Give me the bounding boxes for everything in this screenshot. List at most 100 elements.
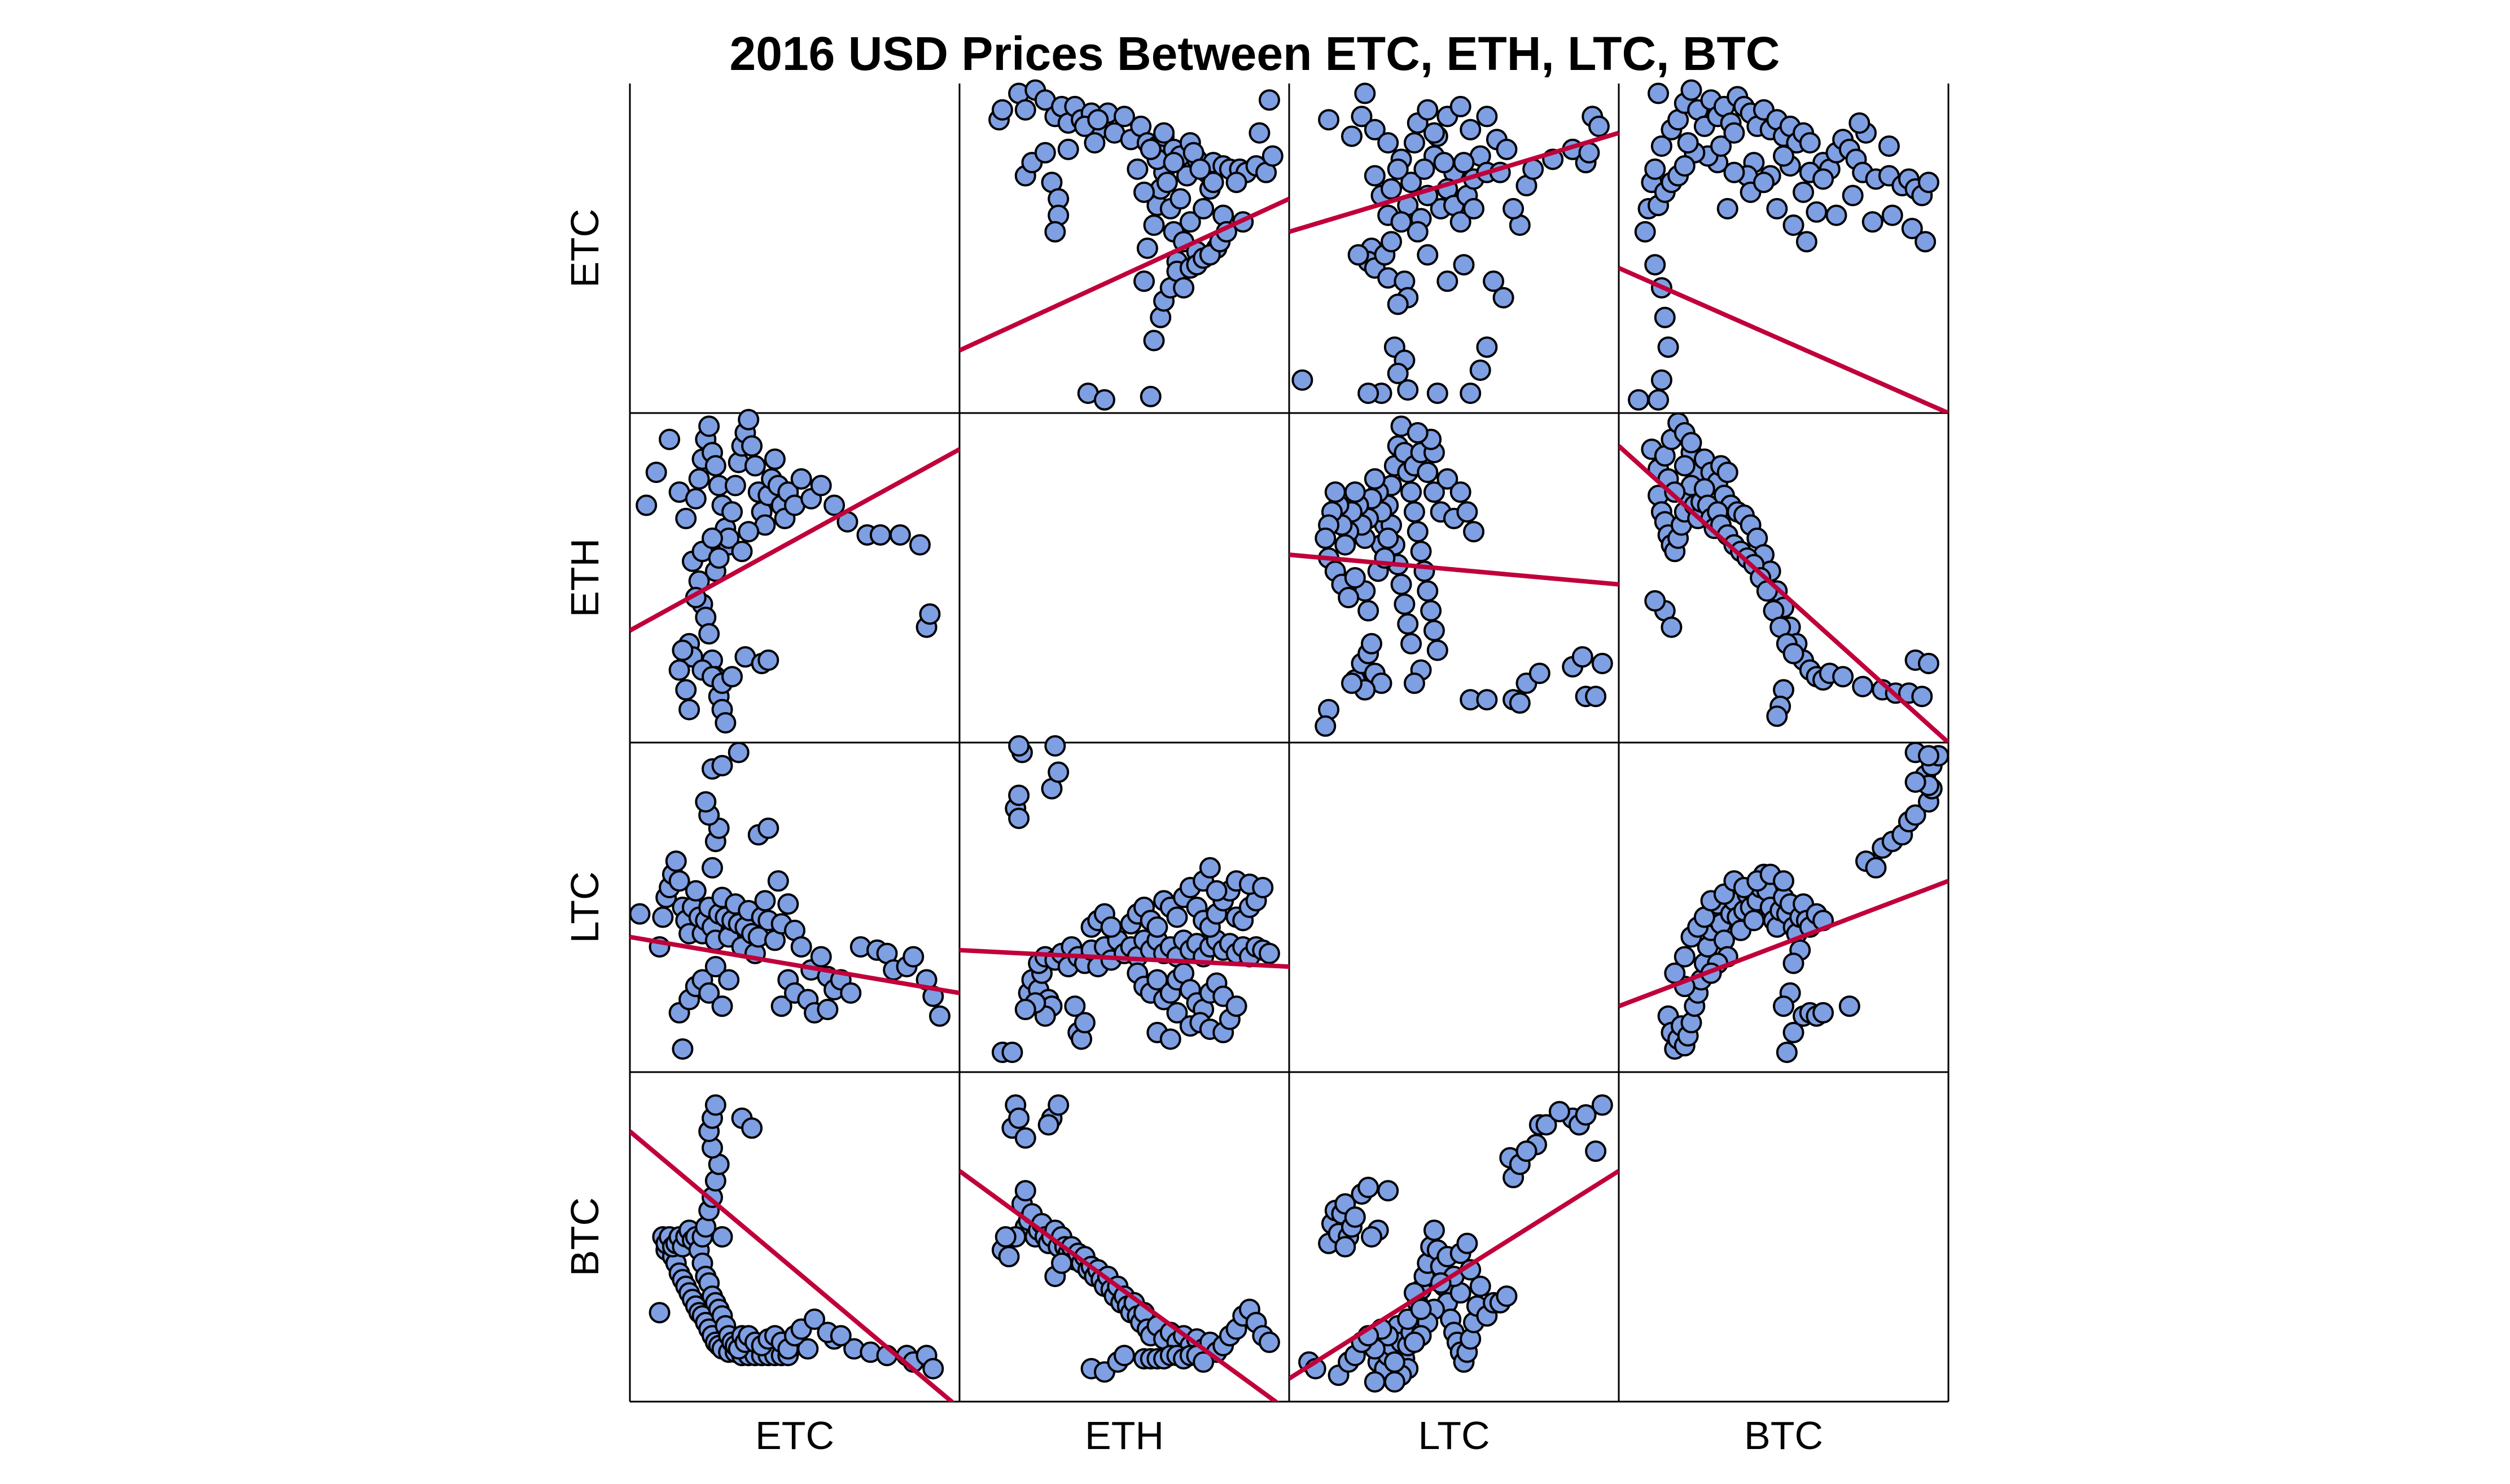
panel-etc-btc-point: [1782, 214, 1804, 236]
panel-eth-etc-point: [764, 448, 786, 470]
panel-ltc-eth-point: [1252, 876, 1274, 898]
panel-btc-ltc-point: [1423, 1219, 1445, 1241]
panel-ltc-eth-point: [1048, 761, 1070, 783]
panel-etc-ltc-point: [1449, 95, 1471, 117]
panel-eth-ltc-point: [1390, 573, 1412, 595]
panel-etc-btc-point: [1901, 217, 1923, 239]
panel-etc-eth-point: [1258, 89, 1280, 111]
panel-btc-ltc-point: [1456, 1232, 1478, 1254]
panel-eth-ltc-point: [1338, 587, 1360, 609]
panel-ltc-eth-point: [1206, 880, 1228, 902]
panel-etc-btc-point: [1650, 369, 1672, 391]
panel-eth-btc-point: [1674, 455, 1696, 477]
panel-eth-ltc-point: [1476, 689, 1498, 711]
panel-eth-etc-point: [688, 468, 710, 490]
panel-etc-btc-point: [1795, 231, 1817, 253]
panel-etc-ltc-fit-line: [1289, 130, 1619, 234]
panel-ltc-etc-point: [704, 956, 726, 978]
panel-ltc-btc-point: [1776, 1041, 1798, 1063]
panel-eth-btc-point: [1661, 616, 1683, 638]
panel-eth-etc-fit-line: [630, 447, 960, 633]
panel-etc-btc-point: [1842, 185, 1864, 207]
panel-btc-ltc-point: [1334, 1236, 1356, 1258]
panel-eth-etc-point: [636, 494, 658, 516]
panel-btc-eth-point: [1114, 1345, 1135, 1367]
panel-etc-ltc-point: [1354, 82, 1376, 104]
panel-eth-ltc-point: [1436, 468, 1458, 490]
panel-eth-ltc-point: [1423, 481, 1445, 503]
panel-eth-btc-point: [1644, 590, 1666, 612]
panel-ltc-etc-point: [903, 946, 925, 968]
panel-eth-ltc-point: [1585, 686, 1607, 708]
panel-eth-etc-point: [698, 415, 720, 437]
panel-eth-etc-point: [738, 409, 760, 431]
panel-ltc-btc-point: [1674, 946, 1696, 968]
panel-eth-btc-point: [1782, 643, 1804, 665]
panel-etc-ltc-point: [1449, 211, 1471, 233]
panel-etc-eth-point: [991, 99, 1013, 121]
panel-ltc-etc-point: [672, 1038, 694, 1060]
panel-etc-btc-point: [1848, 112, 1871, 134]
panel-eth-ltc-point: [1344, 567, 1366, 589]
panel-ltc-btc-point: [1904, 771, 1926, 793]
panel-eth-ltc-point: [1456, 501, 1478, 523]
panel-btc-ltc-point: [1383, 1371, 1405, 1393]
panel-ltc-etc-point: [728, 741, 750, 763]
panel-ltc-eth-point: [1166, 906, 1188, 928]
panel-ltc-etc-point: [652, 906, 674, 928]
panel-etc-ltc-point: [1357, 382, 1379, 404]
panel-eth-ltc-point: [1449, 481, 1471, 503]
panel-etc-ltc-point: [1460, 382, 1482, 404]
panel-eth-etc-point: [678, 699, 700, 721]
panel-eth-btc-point: [1852, 675, 1874, 697]
panel-eth-etc-point: [698, 623, 720, 645]
panel-etc-ltc-point: [1387, 362, 1409, 384]
panel-etc-ltc-point: [1469, 359, 1491, 381]
panel-ltc-etc-point: [685, 880, 707, 902]
panel-eth-ltc-point: [1407, 521, 1429, 543]
panel-etc-ltc-point: [1364, 118, 1386, 141]
y-label-ltc: LTC: [563, 871, 607, 943]
panel-ltc-etc-point: [668, 870, 690, 892]
panel-eth-ltc-point: [1397, 613, 1419, 635]
panel-etc-ltc-point: [1291, 369, 1313, 391]
panel-ltc-btc-point: [1773, 995, 1794, 1017]
panel-ltc-etc-point: [790, 936, 812, 958]
panel-btc-etc-point: [711, 1226, 733, 1248]
panel-btc-eth-point: [998, 1246, 1020, 1268]
panel-eth-etc-point: [889, 524, 911, 546]
panel-etc-ltc-point: [1496, 138, 1518, 160]
panel-ltc-eth-point: [1199, 857, 1221, 879]
panel-etc-btc-point: [1674, 155, 1696, 177]
panel-btc-eth-point: [1014, 1180, 1036, 1202]
panel-eth-etc-point: [869, 524, 891, 546]
panel-ltc-btc-point: [1773, 870, 1794, 892]
panel-ltc-etc-point: [695, 791, 717, 813]
panel-eth-btc-point: [1766, 705, 1788, 727]
panels: [629, 79, 1950, 1402]
panel-etc-ltc-point: [1426, 382, 1448, 404]
panel-btc-ltc: [1289, 1094, 1619, 1393]
panel-etc-eth-point: [1133, 181, 1155, 203]
panel-etc-eth-point: [1014, 99, 1036, 121]
panel-ltc-etc-point: [754, 890, 776, 912]
panel-etc-btc-point: [1812, 168, 1834, 190]
panel-etc-eth-point: [1202, 172, 1224, 194]
panel-ltc-btc-point: [1865, 857, 1887, 879]
panel-etc-btc-point: [1723, 122, 1745, 144]
panel-etc-eth: [960, 79, 1289, 411]
panel-eth-etc-point: [738, 521, 760, 543]
panel-etc-eth-point: [1225, 172, 1247, 194]
panel-eth-etc-point: [909, 534, 931, 556]
panel-etc-eth-point: [1140, 138, 1162, 160]
panel-etc-ltc-point: [1423, 122, 1445, 144]
panel-eth-ltc-point: [1417, 462, 1439, 484]
panel-eth-btc-point: [1664, 481, 1686, 503]
panel-ltc-eth-point: [1008, 735, 1030, 757]
panel-etc-eth-point: [1136, 238, 1158, 259]
panel-ltc-etc-point: [817, 999, 839, 1021]
panel-etc-ltc-point: [1483, 270, 1505, 292]
panel-ltc-eth-point: [1008, 784, 1030, 806]
y-label-btc: BTC: [563, 1197, 607, 1276]
panel-etc-ltc-point: [1397, 379, 1419, 401]
